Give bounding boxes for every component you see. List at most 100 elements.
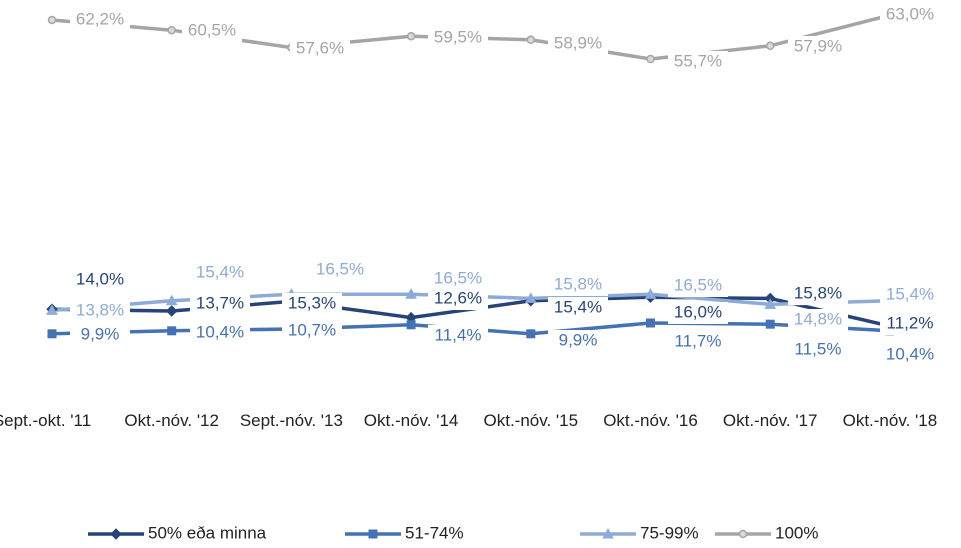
data-label: 10,7% — [288, 320, 336, 339]
data-point — [165, 294, 178, 306]
label-bg — [70, 324, 130, 346]
data-label: 15,3% — [288, 293, 336, 312]
x-tick-label: Okt.-nóv. '12 — [124, 411, 219, 430]
label-bg — [668, 275, 728, 297]
x-tick-label: Okt.-nóv. '15 — [483, 411, 579, 430]
legend-marker — [368, 529, 378, 539]
label-bg — [548, 274, 608, 296]
label-bg — [788, 36, 848, 58]
legend-label: 50% eða minna — [148, 523, 267, 542]
label-bg — [668, 51, 728, 73]
x-tick-label: Okt.-nóv. '18 — [842, 411, 938, 430]
label-bg — [788, 339, 848, 361]
label-bg — [190, 293, 250, 315]
data-label: 16,5% — [434, 268, 482, 287]
data-point — [646, 54, 655, 64]
data-label: 58,9% — [554, 33, 602, 52]
legend-label: 75-99% — [640, 523, 699, 542]
label-bg — [70, 9, 130, 31]
data-label: 13,7% — [196, 293, 244, 312]
data-label: 62,2% — [76, 9, 124, 28]
legend-marker — [738, 529, 748, 539]
data-point — [47, 329, 57, 339]
data-label: 15,4% — [554, 297, 602, 316]
data-label: 16,5% — [316, 259, 364, 278]
data-point — [46, 304, 58, 315]
data-point — [167, 25, 176, 35]
data-label: 14,0% — [76, 269, 124, 288]
data-label: 11,5% — [795, 339, 842, 358]
label-bg — [190, 322, 250, 344]
data-label: 60,5% — [188, 20, 236, 39]
data-label: 59,5% — [434, 27, 482, 46]
data-label: 15,8% — [794, 283, 842, 302]
label-bg — [282, 293, 342, 315]
data-label: 11,2% — [887, 313, 934, 332]
data-label: 10,4% — [196, 322, 244, 341]
label-bg — [788, 283, 848, 305]
data-label: 9,9% — [81, 324, 120, 343]
data-point — [526, 35, 536, 45]
data-label: 15,4% — [196, 262, 244, 281]
label-bg — [548, 33, 608, 55]
legend-label: 51-74% — [405, 523, 464, 542]
label-bg — [880, 313, 940, 335]
x-tick-label: Okt.-nóv. '17 — [722, 411, 818, 430]
label-bg — [70, 300, 130, 322]
label-bg — [880, 344, 940, 366]
label-bg — [880, 4, 940, 26]
label-bg — [548, 330, 608, 352]
data-label: 10,4% — [886, 344, 934, 363]
x-tick-label: Sept.-nóv. '13 — [239, 411, 343, 430]
label-bg — [428, 325, 488, 347]
data-point — [524, 292, 537, 303]
label-bg — [880, 284, 940, 306]
label-bg — [548, 297, 608, 319]
data-point — [764, 298, 777, 309]
data-label: 9,9% — [559, 330, 598, 349]
label-bg — [190, 262, 250, 284]
data-label: 16,5% — [674, 275, 722, 294]
label-bg — [70, 269, 130, 291]
data-point — [646, 318, 655, 328]
data-point — [165, 305, 178, 317]
data-point — [406, 320, 416, 330]
label-bg — [428, 288, 488, 310]
data-label: 15,8% — [554, 274, 602, 293]
data-label: 11,7% — [675, 331, 722, 350]
data-point — [167, 326, 177, 336]
data-label: 63,0% — [886, 4, 934, 23]
x-tick-label: Sept.-okt. '11 — [0, 411, 92, 430]
data-point — [405, 288, 417, 299]
data-label: 16,0% — [674, 302, 722, 321]
data-label: 57,9% — [794, 36, 842, 55]
x-tick-label: Okt.-nóv. '16 — [603, 411, 698, 430]
label-bg — [788, 309, 848, 331]
data-label: 55,7% — [674, 51, 722, 70]
data-point — [765, 319, 775, 329]
data-point — [765, 41, 775, 51]
legend-marker — [110, 528, 122, 540]
label-bg — [282, 320, 342, 342]
label-bg — [428, 268, 488, 290]
label-bg — [668, 331, 728, 353]
data-point — [406, 31, 416, 41]
data-point — [526, 329, 536, 339]
x-tick-label: Okt.-nóv. '14 — [363, 411, 459, 430]
data-label: 11,4% — [435, 325, 482, 344]
legend-marker — [602, 527, 614, 539]
data-label: 12,6% — [434, 288, 482, 307]
label-bg — [668, 302, 728, 324]
label-bg — [310, 259, 370, 281]
data-label: 14,8% — [794, 309, 842, 328]
data-label: 57,6% — [296, 38, 344, 57]
label-bg — [428, 27, 488, 49]
legend-label: 100% — [775, 523, 818, 542]
label-bg — [290, 38, 350, 60]
label-bg — [182, 20, 242, 42]
data-label: 13,8% — [76, 300, 124, 319]
data-point — [644, 288, 657, 299]
data-label: 15,4% — [886, 284, 934, 303]
